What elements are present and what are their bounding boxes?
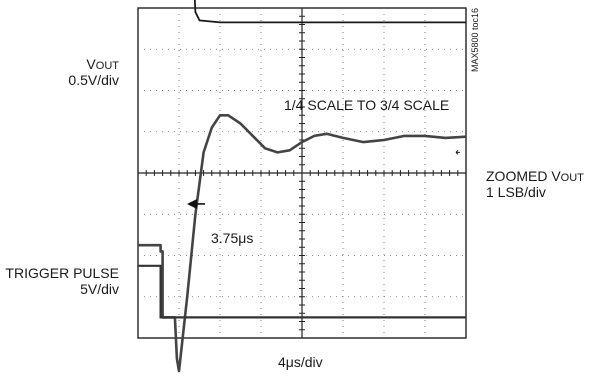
x-axis-label: 4μs/div: [278, 354, 323, 370]
vout-trace: [193, 0, 466, 24]
doc-id: MAX5800 toc16: [470, 8, 480, 73]
grid: [138, 8, 466, 338]
trigger-pulse-trace: [138, 264, 466, 319]
transition-annotation: 1/4 SCALE TO 3/4 SCALE: [284, 97, 450, 113]
arrow-head: [187, 198, 197, 209]
settling-arrow: [187, 198, 205, 209]
zoomed-vout-label: ZOOMED VOUT: [486, 168, 584, 184]
trigger-pulse-label: TRIGGER PULSE: [5, 265, 119, 281]
reference-marker: [455, 150, 460, 155]
trigger-pulse-scale: 5V/div: [80, 281, 119, 297]
zoomed-vout-scale: 1 LSB/div: [486, 184, 546, 200]
vout-scale: 0.5V/div: [68, 72, 119, 88]
traces: [138, 0, 467, 373]
settling-time-label: 3.75μs: [211, 230, 254, 246]
vout-label: VOUT: [86, 56, 119, 72]
